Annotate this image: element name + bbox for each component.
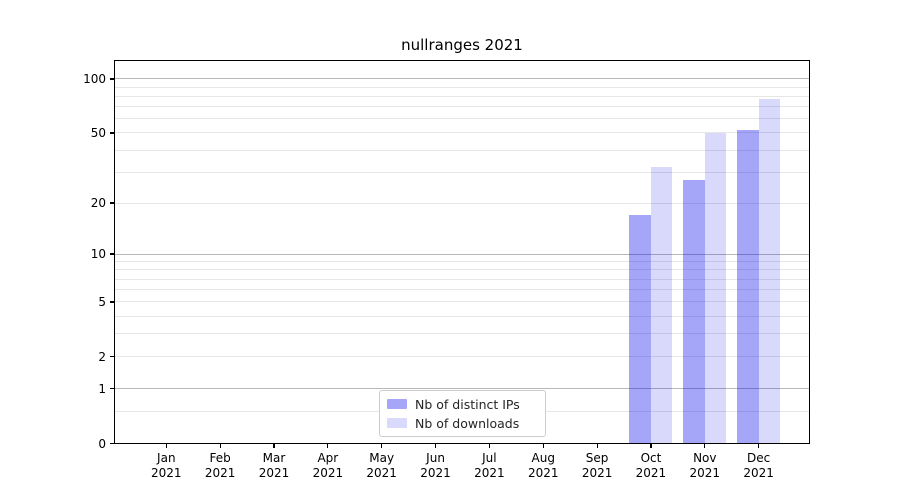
y-gridline-minor [114, 95, 810, 97]
x-tick-year: 2021 [366, 466, 397, 480]
x-tick-month: Oct [640, 450, 662, 465]
bar-dec-distinct-ips [737, 129, 759, 444]
x-tick-label-mar: Mar 2021 [246, 451, 302, 482]
x-tick-year: 2021 [689, 466, 721, 480]
y-tick-label: 0 [98, 436, 106, 451]
x-tick-month: Mar [262, 450, 286, 465]
y-tick-mark [109, 356, 114, 358]
y-gridline-minor [114, 202, 810, 204]
y-gridline-minor [114, 356, 810, 358]
x-tick-label-apr: Apr 2021 [300, 451, 356, 482]
y-gridline-minor [114, 106, 810, 108]
x-tick-mark [434, 443, 437, 448]
legend-swatch-downloads [387, 418, 407, 428]
y-tick-mark [109, 388, 114, 390]
x-tick-label-jun: Jun 2021 [408, 451, 464, 482]
y-tick-label: 100 [83, 71, 106, 86]
legend: Nb of distinct IPs Nb of downloads [379, 390, 546, 437]
y-gridline-minor [114, 333, 810, 335]
y-gridline-major [114, 78, 810, 80]
x-tick-year: 2021 [635, 466, 667, 480]
x-tick-label-aug: Aug 2021 [515, 451, 571, 482]
x-tick-mark [758, 443, 760, 448]
y-tick-label: 10 [90, 247, 106, 262]
x-tick-label-jul: Jul 2021 [461, 451, 517, 482]
x-tick-month: Apr [317, 450, 339, 465]
y-gridline-major [114, 388, 810, 390]
x-tick-month: Nov [693, 450, 717, 465]
x-tick-label-sep: Sep 2021 [569, 451, 625, 482]
y-tick-mark [109, 202, 114, 204]
x-tick-year: 2021 [527, 466, 559, 480]
y-tick-label: 1 [98, 381, 106, 396]
y-tick-mark [109, 132, 114, 134]
y-gridline-minor [114, 301, 810, 303]
y-gridline-minor [114, 278, 810, 280]
x-tick-year: 2021 [312, 466, 344, 480]
y-gridline-major [114, 253, 810, 255]
x-tick-label-nov: Nov 2021 [677, 451, 733, 482]
y-tick-label: 5 [98, 294, 106, 309]
y-tick-mark [109, 301, 114, 303]
x-tick-label-jan: Jan 2021 [138, 451, 194, 482]
x-tick-month: Dec [747, 450, 771, 465]
y-tick-label: 20 [90, 196, 106, 211]
x-tick-label-oct: Oct 2021 [623, 451, 679, 482]
x-tick-month: May [369, 450, 395, 465]
x-tick-mark [165, 443, 167, 448]
x-tick-year: 2021 [204, 466, 236, 480]
y-gridline-minor [114, 171, 810, 173]
legend-label-downloads: Nb of downloads [415, 415, 520, 431]
x-tick-year: 2021 [258, 466, 290, 480]
x-tick-year: 2021 [474, 466, 505, 480]
x-tick-year: 2021 [151, 466, 182, 480]
x-tick-year: 2021 [743, 466, 774, 480]
y-gridline-minor [114, 261, 810, 263]
legend-swatch-distinct-ips [387, 399, 407, 409]
x-tick-label-dec: Dec 2021 [731, 451, 787, 482]
x-tick-month: Jul [482, 450, 497, 465]
y-gridline-minor [114, 269, 810, 271]
x-tick-label-may: May 2021 [354, 451, 410, 482]
x-tick-mark [650, 443, 652, 448]
bar-oct-distinct-ips [629, 215, 651, 444]
y-tick-mark [109, 253, 114, 255]
x-tick-mark [219, 443, 221, 448]
x-tick-year: 2021 [420, 466, 451, 480]
chart-title: nullranges 2021 [401, 36, 523, 54]
x-tick-mark [273, 443, 275, 448]
x-tick-month: Feb [209, 450, 231, 465]
y-tick-mark [109, 78, 114, 80]
bar-nov-downloads [704, 132, 727, 444]
legend-item-distinct-ips: Nb of distinct IPs [386, 397, 537, 412]
legend-item-downloads: Nb of downloads [386, 416, 537, 431]
bar-oct-downloads [650, 167, 673, 444]
x-tick-month: Aug [531, 450, 555, 465]
legend-label-distinct-ips: Nb of distinct IPs [415, 396, 520, 412]
bar-nov-distinct-ips [683, 180, 705, 444]
y-gridline-minor [114, 132, 810, 134]
y-tick-label: 50 [90, 125, 106, 140]
y-tick-label: 2 [98, 349, 106, 364]
y-gridline-minor [114, 315, 810, 317]
bar-dec-downloads [758, 99, 781, 444]
x-tick-year: 2021 [581, 466, 613, 480]
x-tick-mark [542, 443, 544, 448]
x-tick-month: Sep [585, 450, 609, 465]
y-gridline-minor [114, 149, 810, 151]
y-gridline-minor [114, 86, 810, 88]
y-tick-mark [109, 442, 114, 445]
x-tick-mark [596, 443, 598, 448]
x-tick-mark [488, 443, 490, 448]
x-tick-month: Jun [426, 450, 445, 465]
x-tick-label-feb: Feb 2021 [192, 451, 248, 482]
x-tick-month: Jan [157, 450, 176, 465]
y-gridline-minor [114, 289, 810, 291]
x-tick-mark [327, 443, 329, 448]
y-gridline-minor [114, 118, 810, 120]
x-tick-mark [704, 443, 706, 448]
x-tick-mark [381, 443, 383, 448]
